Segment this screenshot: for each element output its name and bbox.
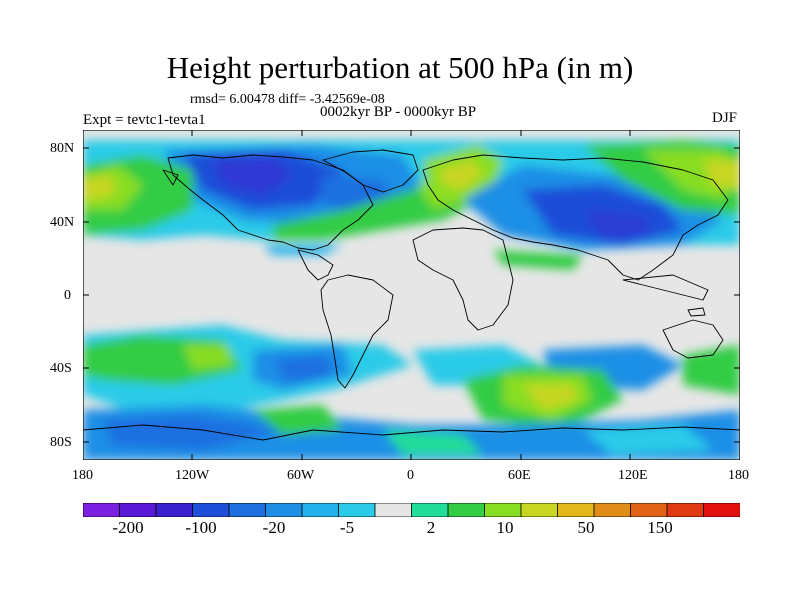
colorbar-swatch (630, 503, 668, 517)
colorbar-label: 2 (426, 518, 436, 537)
lat-tick-label: 0 (64, 288, 71, 303)
lon-tick-label: 120W (175, 468, 210, 483)
colorbar (83, 503, 740, 517)
anomaly-field (83, 140, 740, 460)
colorbar-swatch (155, 503, 194, 517)
coastlines (83, 149, 740, 441)
lon-tick-label: 180 (728, 468, 749, 483)
lon-tick-label: 60W (287, 468, 315, 483)
stats-text: rmsd= 6.00478 diff= -3.42569e-08 (190, 92, 385, 107)
colorbar-swatch (484, 503, 522, 517)
colorbar-swatch (593, 503, 632, 517)
colorbar-label: -100 (185, 518, 217, 537)
map-title: Height perturbation at 500 hPa (in m) (166, 50, 634, 85)
lon-tick-label: 120E (618, 468, 648, 483)
colorbar-label: 10 (496, 518, 514, 537)
colorbar-swatch (119, 503, 157, 517)
colorbar-label: -5 (339, 518, 355, 537)
colorbar-swatch (374, 503, 413, 517)
colorbar-swatch (557, 503, 595, 517)
colorbar-swatch (192, 503, 230, 517)
colorbar-swatch (228, 503, 267, 517)
colorbar-swatch (265, 503, 303, 517)
colorbar-swatch (338, 503, 376, 517)
period-text: 0002kyr BP - 0000kyr BP (320, 104, 477, 120)
lon-tick-label: 180 (72, 468, 93, 483)
experiment-label: Expt = tevtc1-tevta1 (83, 112, 206, 128)
map-panel (83, 130, 740, 460)
lat-tick-label: 80N (50, 141, 75, 156)
colorbar-swatch (301, 503, 340, 517)
lon-tick-label: 0 (407, 468, 414, 483)
colorbar-label: 150 (647, 518, 673, 537)
lat-tick-label: 40N (50, 215, 75, 230)
colorbar-label: -200 (112, 518, 144, 537)
colorbar-swatch (666, 503, 705, 517)
lat-tick-label: 80S (50, 435, 72, 450)
lon-tick-label: 60E (508, 468, 531, 483)
lat-tick-label: 40S (50, 361, 72, 376)
colorbar-swatch (520, 503, 559, 517)
colorbar-swatch (83, 503, 121, 517)
colorbar-swatch (411, 503, 449, 517)
season-label: DJF (712, 110, 738, 126)
colorbar-label: -20 (262, 518, 286, 537)
colorbar-swatch (447, 503, 486, 517)
colorbar-label: 50 (577, 518, 595, 537)
colorbar-swatch (703, 503, 740, 517)
